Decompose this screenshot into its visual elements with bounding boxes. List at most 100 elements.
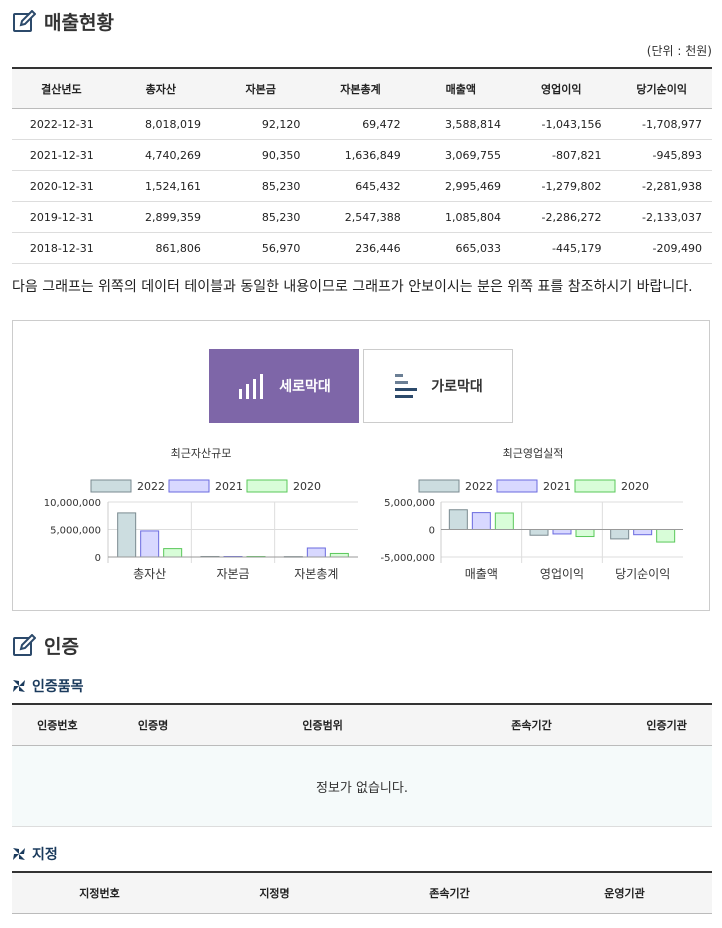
financial-table-header: 결산년도 총자산 자본금 자본총계 매출액 영업이익 당기순이익 [12,67,712,109]
value-cell: 2,547,388 [310,201,411,233]
y-tick-label: 5,000,000 [384,498,435,509]
cert-title-text: 인증 [44,636,79,658]
value-cell: -945,893 [611,139,712,171]
column-header: 지정명 [187,871,362,914]
legend-label: 2020 [293,480,321,493]
bar [552,529,572,535]
x-tick-label: 자본금 [216,567,249,581]
legend-label: 2021 [543,480,571,493]
legend-label: 2021 [215,480,243,493]
value-cell: -807,821 [510,139,612,171]
value-cell: 85,230 [210,170,311,202]
value-cell: 8,018,019 [110,108,211,140]
empty-message: 정보가 없습니다. [12,745,712,827]
table-row: 2020-12-31 1,524,161 85,230 645,432 2,995,46… [12,170,712,202]
horizontal-bar-icon [395,374,418,398]
cert-items-heading: 인증품목 [12,676,84,696]
value-cell: 665,033 [410,232,511,264]
y-tick-label: -5,000,000 [380,553,435,564]
bar [163,548,183,558]
x-tick-label: 당기순이익 [615,567,670,581]
bar [448,509,468,530]
graph-notice: 다음 그래프는 위쪽의 데이터 테이블과 동일한 내용이므로 그래프가 안보이시… [12,279,693,295]
value-cell: 85,230 [210,201,311,233]
value-cell: 3,588,814 [410,108,511,140]
bar [329,552,349,558]
cert-items-header: 인증번호 인증명 인증범위 존속기간 인증기관 [12,703,712,746]
legend-swatch [90,479,132,493]
column-header: 존속기간 [362,871,537,914]
legend-label: 2022 [137,480,165,493]
legend-swatch [168,479,210,493]
value-cell: 1,636,849 [310,139,411,171]
value-cell: -1,279,802 [510,170,612,202]
bar [656,529,676,543]
x-tick-label: 자본총계 [294,567,338,581]
column-header: 총자산 [110,67,211,109]
column-header: 당기순이익 [611,67,712,109]
horizontal-bar-label: 가로막대 [431,379,483,395]
legend-swatch [246,479,288,493]
year-cell: 2021-12-31 [12,139,111,171]
column-header: 영업이익 [510,67,612,109]
value-cell: 1,524,161 [110,170,211,202]
column-header: 지정번호 [12,871,187,914]
value-cell: 3,069,755 [410,139,511,171]
y-tick-label: 0 [95,553,101,564]
value-cell: 645,432 [310,170,411,202]
value-cell: 236,446 [310,232,411,264]
column-header: 운영기관 [537,871,712,914]
designation-header: 지정번호 지정명 존속기간 운영기관 [12,871,712,914]
year-cell: 2019-12-31 [12,201,111,233]
table-row: 2018-12-31 861,806 56,970 236,446 665,033 -44… [12,232,712,264]
x-tick-label: 매출액 [465,567,498,581]
column-header: 인증명 [102,703,204,746]
cert-items-title: 인증품목 [32,679,84,695]
bar [575,529,595,538]
pinwheel-icon [13,848,25,860]
table-row: 2019-12-31 2,899,359 85,230 2,547,388 1,085,… [12,201,712,233]
column-header: 인증기관 [621,703,712,746]
legend-label: 2020 [621,480,649,493]
value-cell: 2,995,469 [410,170,511,202]
column-header: 매출액 [410,67,511,109]
x-tick-label: 영업이익 [540,567,584,581]
bar [306,547,326,558]
vertical-bar-tab[interactable]: 세로막대 [209,349,359,423]
x-tick-label: 총자산 [133,567,166,581]
unit-label: (단위 : 천원) [646,44,712,58]
table-row: 2022-12-31 8,018,019 92,120 69,472 3,588,814… [12,108,712,140]
year-cell: 2018-12-31 [12,232,111,264]
table-row: 2021-12-31 4,740,269 90,350 1,636,849 3,069,… [12,139,712,171]
bar [529,529,549,536]
legend-swatch [496,479,538,493]
cert-section-title: 인증 [12,632,79,659]
cert-items-table: 인증번호 인증명 인증범위 존속기간 인증기관 정보가 없습니다. [12,703,712,827]
column-header: 존속기간 [441,703,622,746]
designation-table: 지정번호 지정명 존속기간 운영기관 [12,871,712,914]
charts-svg: 2022 2021 2020 10,000,000 5,000,000 0 총자산 자본금 자본… [44,479,683,581]
edit-icon [13,633,36,656]
sales-section-title: 매출현황 [12,8,114,35]
value-cell: -1,708,977 [611,108,712,140]
value-cell: -2,286,272 [510,201,612,233]
y-tick-label: 5,000,000 [50,526,101,537]
y-tick-label: 0 [429,526,435,537]
chart-title-assets: 최근자산규모 [170,447,232,460]
vertical-bar-label: 세로막대 [279,379,331,395]
value-cell: -2,281,938 [611,170,712,202]
horizontal-bar-tab[interactable]: 가로막대 [363,349,513,423]
value-cell: 2,899,359 [110,201,211,233]
value-cell: 861,806 [110,232,211,264]
legend-label: 2022 [465,480,493,493]
value-cell: 90,350 [210,139,311,171]
value-cell: 56,970 [210,232,311,264]
sales-title-text: 매출현황 [44,12,114,34]
designation-title: 지정 [32,847,58,863]
column-header: 자본총계 [310,67,411,109]
value-cell: -1,043,156 [510,108,612,140]
column-header: 인증범위 [203,703,442,746]
designation-heading: 지정 [12,844,58,864]
legend-swatch [574,479,616,493]
y-tick-label: 10,000,000 [44,498,101,509]
